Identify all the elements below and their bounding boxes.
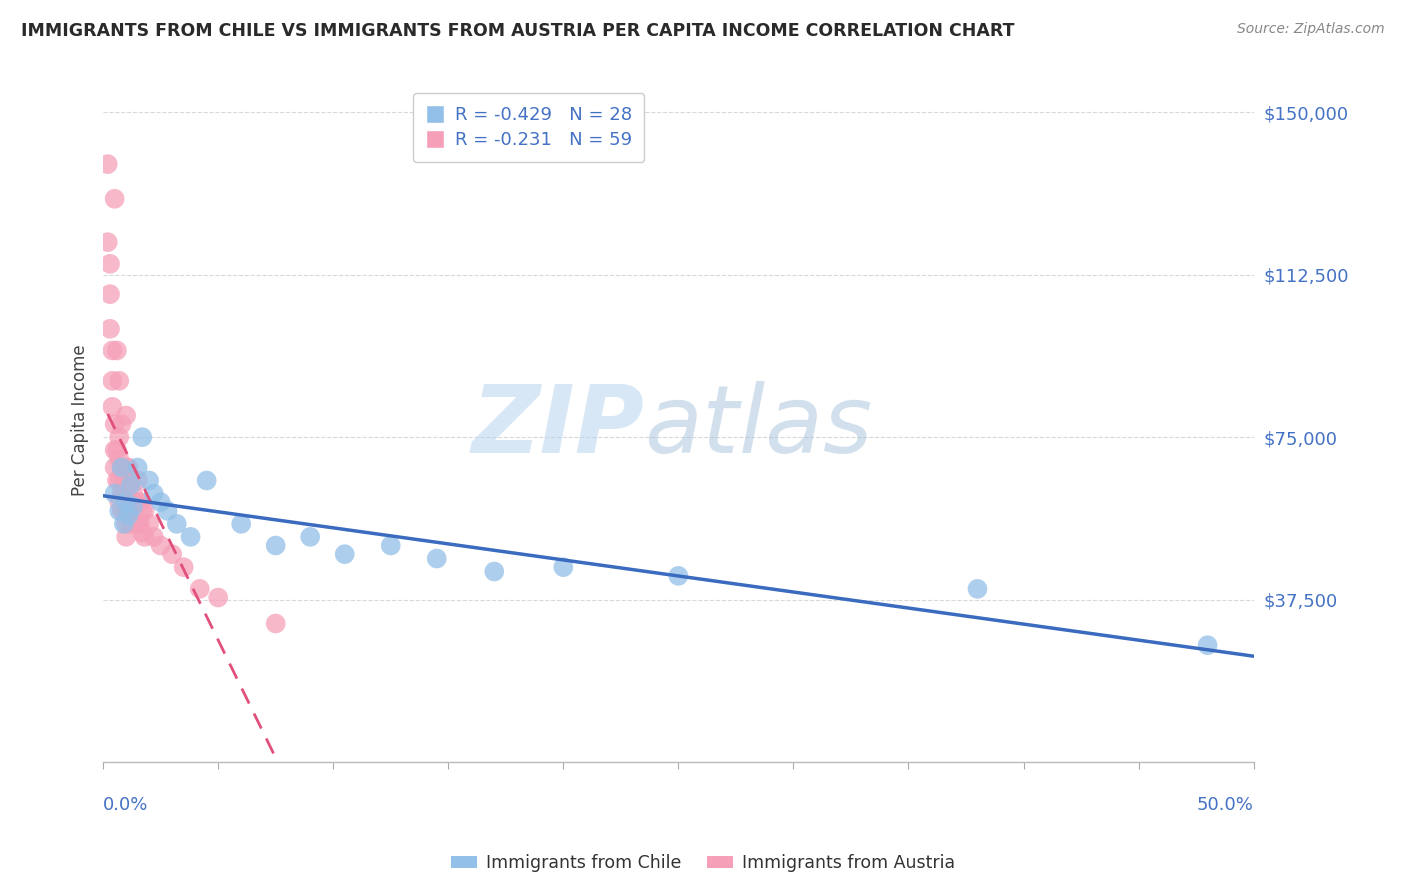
Point [108,474,131,488]
Legend: R = -0.429   N = 28, R = -0.231   N = 59: R = -0.429 N = 28, R = -0.231 N = 59 [413,94,644,161]
Point [131,504,153,518]
Point [101,400,124,414]
Point [127,474,149,488]
Point [117,508,139,523]
Point [112,486,135,500]
Point [105,474,128,488]
Point [333,547,356,561]
Point [207,591,229,605]
Point [160,547,183,561]
Point [122,486,145,500]
Text: IMMIGRANTS FROM CHILE VS IMMIGRANTS FROM AUSTRIA PER CAPITA INCOME CORRELATION C: IMMIGRANTS FROM CHILE VS IMMIGRANTS FROM… [21,22,1015,40]
Point [1197,638,1219,652]
Point [195,474,218,488]
Point [131,430,153,444]
Point [104,443,127,458]
Point [112,516,135,531]
Point [117,460,139,475]
Point [108,374,131,388]
Point [149,495,172,509]
Point [127,460,149,475]
Legend: Immigrants from Chile, Immigrants from Austria: Immigrants from Chile, Immigrants from A… [444,847,962,879]
Point [127,516,149,531]
Point [138,516,160,531]
Point [104,192,127,206]
Text: atlas: atlas [644,381,872,472]
Point [115,516,138,531]
Point [553,560,575,574]
Point [115,504,138,518]
Point [166,516,188,531]
Point [666,569,689,583]
Point [188,582,211,596]
Point [124,495,146,509]
Point [156,504,179,518]
Point [108,430,131,444]
Point [101,343,124,358]
Point [105,343,128,358]
Point [264,616,287,631]
Text: Source: ZipAtlas.com: Source: ZipAtlas.com [1237,22,1385,37]
Point [110,460,132,475]
Point [112,504,135,518]
Point [104,417,127,432]
Point [966,582,988,596]
Point [110,486,132,500]
Text: 50.0%: 50.0% [1197,797,1254,814]
Point [134,530,156,544]
Point [173,560,195,574]
Point [142,530,165,544]
Point [98,322,121,336]
Point [122,500,145,514]
Point [115,530,138,544]
Point [426,551,449,566]
Point [112,474,135,488]
Point [484,565,506,579]
Text: ZIP: ZIP [471,381,644,473]
Point [97,235,120,249]
Point [129,516,152,531]
Point [98,257,121,271]
Point [127,495,149,509]
Point [101,374,124,388]
Point [115,486,138,500]
Point [149,539,172,553]
Point [380,539,402,553]
Point [264,539,287,553]
Point [142,486,165,500]
Point [299,530,322,544]
Point [115,495,138,509]
Point [122,508,145,523]
Point [124,516,146,531]
Point [115,409,138,423]
Point [180,530,202,544]
Point [120,516,142,531]
Point [108,451,131,466]
Point [104,460,127,475]
Point [104,486,127,500]
Text: 0.0%: 0.0% [103,797,149,814]
Point [134,504,156,518]
Point [105,443,128,458]
Point [115,460,138,475]
Point [231,516,253,531]
Point [120,495,142,509]
Point [110,417,132,432]
Point [120,478,142,492]
Point [110,504,132,518]
Point [97,157,120,171]
Point [131,525,153,540]
Point [120,474,142,488]
Point [110,460,132,475]
Point [129,495,152,509]
Point [98,287,121,301]
Y-axis label: Per Capita Income: Per Capita Income [72,344,89,496]
Point [108,504,131,518]
Point [117,504,139,518]
Point [108,495,131,509]
Point [138,474,160,488]
